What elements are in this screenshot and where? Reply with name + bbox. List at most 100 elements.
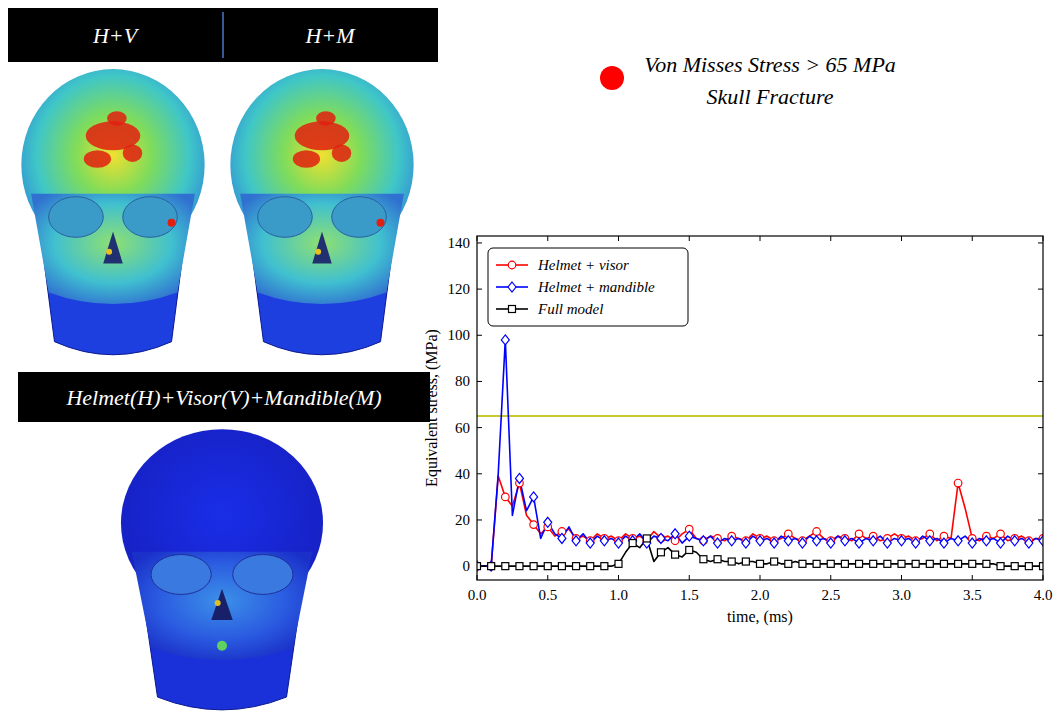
x-tick: [901, 575, 902, 580]
skull-face: [31, 194, 195, 304]
series-marker: [926, 560, 933, 567]
skull-orbit: [49, 197, 104, 238]
threshold-line: [477, 415, 1043, 417]
plot-data: [477, 335, 1043, 571]
stress-spot: [215, 600, 221, 606]
series-marker: [1011, 536, 1019, 546]
y-tick: [1038, 289, 1043, 290]
header-bar: [18, 372, 430, 422]
x-axis-title: time, (ms): [727, 608, 793, 626]
series-marker: [544, 563, 551, 570]
series-marker: [798, 538, 806, 548]
legend-marker: [508, 282, 516, 292]
x-tick: [830, 575, 831, 580]
x-tick: [689, 236, 690, 241]
series-marker: [586, 538, 594, 548]
series-marker: [856, 560, 863, 567]
series-marker: [572, 536, 580, 546]
series-marker: [728, 536, 736, 546]
y-tick: [1038, 381, 1043, 382]
legend-marker: [508, 261, 516, 269]
series-marker: [657, 533, 665, 543]
panel-label: Helmet(H)+Visor(V)+Mandible(M): [65, 385, 381, 410]
y-tick: [477, 335, 482, 336]
x-tick: [618, 575, 619, 580]
y-tick: [1038, 335, 1043, 336]
stress-spot: [315, 249, 321, 255]
series-marker: [629, 536, 637, 546]
series-marker: [756, 536, 764, 546]
skull-orbit: [151, 555, 211, 595]
y-tick: [477, 473, 482, 474]
series-marker: [855, 538, 863, 548]
stress-spot: [168, 219, 176, 227]
skull-orbit: [123, 197, 178, 238]
series-line: [477, 476, 1043, 566]
plot-frame: [477, 236, 1043, 580]
series-marker: [997, 530, 1005, 538]
series-marker: [770, 538, 778, 548]
series-marker: [685, 531, 693, 541]
y-tick: [477, 242, 482, 243]
series-marker: [1011, 563, 1018, 570]
series-marker: [516, 563, 523, 570]
series-marker: [898, 560, 905, 567]
series-marker: [502, 563, 509, 570]
stress-spot: [123, 145, 143, 162]
series-marker: [912, 560, 919, 567]
series-marker: [487, 562, 495, 570]
series-marker: [714, 538, 722, 548]
header-divider: [222, 12, 224, 58]
series-line: [477, 340, 1043, 566]
series-marker: [954, 536, 962, 546]
y-tick: [477, 289, 482, 290]
series-marker: [742, 558, 749, 565]
series-marker: [855, 530, 863, 538]
y-tick: [477, 381, 482, 382]
header-bar: [8, 8, 438, 62]
x-tick-label: 1.5: [680, 587, 699, 603]
series-marker: [530, 492, 538, 502]
series-marker: [955, 560, 962, 567]
series-marker: [969, 560, 976, 567]
series-marker: [573, 563, 580, 570]
series-marker: [997, 563, 1004, 570]
x-tick-label: 0.0: [468, 587, 487, 603]
skull-orbit: [258, 197, 313, 238]
series-marker: [643, 535, 650, 542]
skull-nasal: [103, 232, 123, 264]
series-marker: [515, 473, 523, 483]
y-tick-label: 140: [448, 235, 471, 251]
x-tick-label: 4.0: [1034, 587, 1053, 603]
series-marker: [813, 536, 821, 546]
x-tick: [972, 236, 973, 241]
skull-render: [21, 69, 204, 355]
stress-spot: [377, 219, 385, 227]
y-tick: [477, 519, 482, 520]
series-marker: [883, 538, 891, 548]
series-marker: [870, 560, 877, 567]
series-marker: [700, 556, 707, 563]
skull-render: [121, 429, 323, 710]
legend-box: [488, 248, 688, 326]
series-marker: [982, 536, 990, 546]
y-tick-label: 80: [455, 373, 470, 389]
series-marker: [1025, 538, 1033, 548]
series-marker: [983, 560, 990, 567]
y-tick-label: 120: [448, 281, 471, 297]
x-tick: [760, 575, 761, 580]
series-marker: [940, 560, 947, 567]
legend-label: Helmet + mandible: [537, 279, 655, 295]
series-marker: [714, 556, 721, 563]
skull-face: [132, 552, 313, 660]
panel-label: H+M: [304, 23, 356, 48]
stress-spot: [107, 111, 127, 126]
series-marker: [968, 538, 976, 548]
stress-spot: [332, 145, 352, 162]
x-tick-label: 0.5: [538, 587, 557, 603]
annotation-text: Von Misses Stress > 65 MPa: [644, 52, 896, 77]
series-marker: [657, 549, 664, 556]
series-marker: [954, 479, 962, 487]
series-marker: [757, 560, 764, 567]
plot-background: [477, 236, 1043, 580]
